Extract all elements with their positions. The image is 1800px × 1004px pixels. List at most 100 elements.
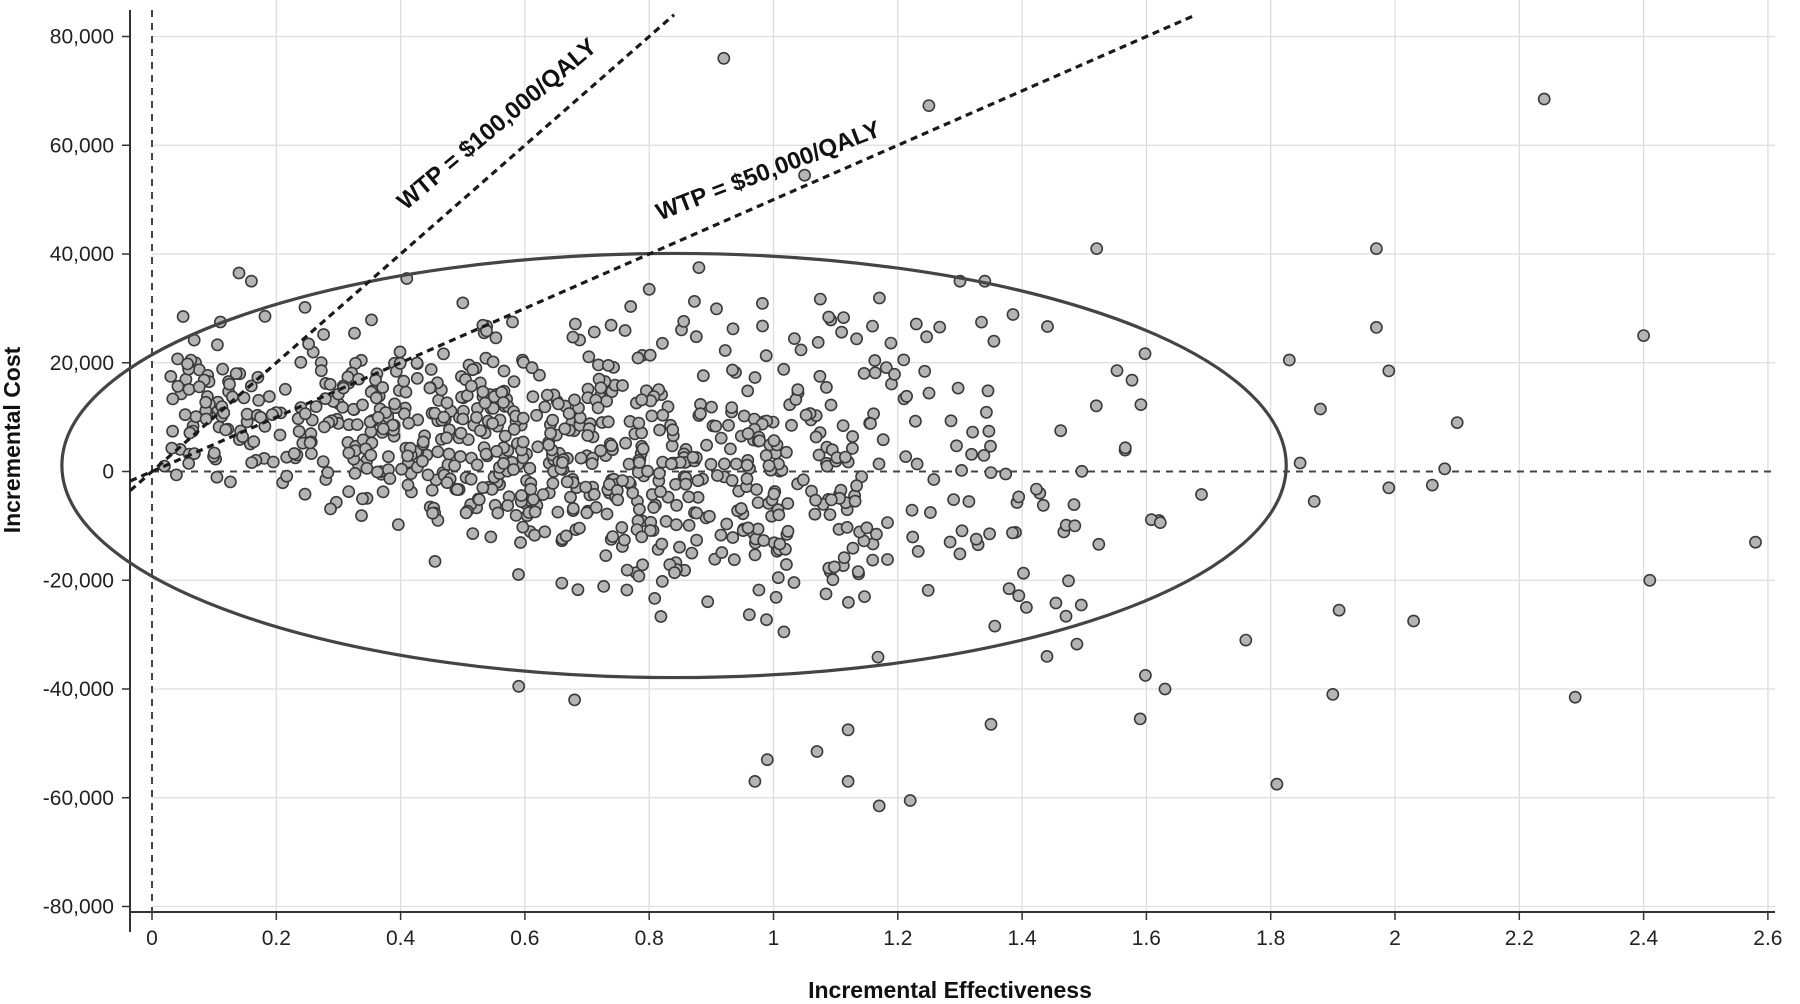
scatter-point	[470, 458, 484, 472]
scatter-point	[836, 419, 850, 432]
scatter-point	[348, 466, 362, 480]
scatter-point	[278, 382, 292, 396]
scatter-point	[748, 775, 762, 788]
scatter-point	[401, 449, 414, 463]
scatter-point	[484, 530, 498, 544]
scatter-point	[606, 530, 620, 543]
x-tick-label: 2.2	[1505, 927, 1534, 950]
scatter-point	[416, 435, 430, 449]
scatter-point	[947, 493, 960, 506]
scatter-point	[423, 381, 437, 395]
scatter-point	[950, 439, 963, 453]
scatter-point	[772, 508, 786, 522]
scatter-point	[626, 486, 640, 500]
scatter-point	[437, 347, 450, 361]
scatter-point	[497, 456, 510, 470]
scatter-point	[809, 430, 823, 444]
scatter-point	[442, 447, 456, 461]
scatter-point	[1749, 535, 1762, 549]
scatter-point	[881, 553, 894, 566]
y-tick-label: 60,000	[50, 134, 114, 157]
scatter-point	[410, 371, 424, 385]
scatter-point	[1036, 498, 1050, 512]
scatter-point	[454, 426, 468, 440]
scatter-point	[428, 555, 442, 568]
scatter-point	[769, 590, 783, 604]
scatter-point	[909, 414, 922, 428]
scatter-point	[364, 448, 378, 462]
scatter-point	[664, 457, 678, 471]
scatter-point	[799, 408, 813, 422]
scatter-point	[579, 480, 593, 494]
scatter-point	[977, 448, 991, 462]
scatter-point	[980, 405, 993, 419]
scatter-point	[918, 364, 932, 378]
scatter-point	[618, 533, 631, 547]
scatter-point	[178, 408, 192, 422]
scatter-point	[999, 467, 1013, 481]
scatter-point	[1006, 308, 1020, 321]
y-tick-label: -40,000	[43, 678, 114, 701]
scatter-point	[223, 475, 237, 489]
scatter-point	[355, 509, 368, 522]
scatter-point	[679, 477, 693, 491]
scatter-point	[514, 536, 527, 549]
scatter-point	[813, 292, 827, 306]
scatter-point	[1040, 650, 1054, 663]
scatter-point	[677, 314, 691, 328]
scatter-point	[498, 429, 512, 443]
scatter-point	[551, 397, 565, 411]
scatter-point	[897, 353, 911, 367]
scatter-point	[1370, 320, 1383, 334]
scatter-point	[287, 447, 301, 460]
scatter-point	[431, 445, 445, 459]
scatter-point	[314, 364, 328, 378]
scatter-point	[703, 509, 716, 523]
scatter-point	[316, 455, 330, 468]
scatter-point	[507, 463, 520, 476]
scatter-point	[166, 424, 179, 438]
scatter-point	[839, 450, 852, 464]
scatter-point	[759, 349, 773, 363]
scatter-point	[216, 362, 229, 376]
scatter-point	[1049, 596, 1063, 610]
scatter-point	[266, 455, 280, 469]
scatter-point	[538, 400, 552, 414]
scatter-point	[655, 537, 669, 551]
scatter-point	[653, 423, 666, 437]
scatter-point	[1153, 516, 1167, 529]
scatter-point	[922, 99, 936, 112]
scatter-point	[501, 499, 515, 512]
scatter-point	[686, 450, 700, 464]
x-tick-label: 0	[146, 927, 158, 950]
scatter-point	[1568, 690, 1582, 704]
scatter-point	[694, 407, 707, 421]
scatter-point	[254, 410, 267, 424]
scatter-point	[682, 490, 696, 504]
scatter-point	[1382, 481, 1396, 495]
scatter-point	[690, 533, 703, 547]
scatter-point	[726, 363, 739, 377]
scatter-point	[546, 413, 559, 427]
scatter-point	[247, 435, 261, 449]
scatter-point	[600, 507, 614, 521]
scatter-point	[641, 464, 654, 478]
scatter-point	[726, 322, 740, 336]
scatter-point	[323, 377, 337, 391]
scatter-point	[922, 386, 936, 400]
scatter-point	[1138, 347, 1152, 361]
scatter-point	[781, 497, 795, 510]
scatter-point	[725, 401, 739, 414]
x-tick-label: 1.8	[1256, 927, 1285, 950]
scatter-point	[507, 375, 521, 388]
scatter-point	[910, 457, 924, 471]
scatter-point	[470, 410, 483, 424]
scatter-point	[785, 418, 798, 432]
scatter-point	[837, 551, 851, 565]
scatter-point	[872, 799, 886, 813]
scatter-point	[982, 424, 996, 438]
x-tick-label: 1	[768, 927, 780, 950]
x-tick-label: 0.6	[510, 927, 539, 950]
scatter-point	[1293, 456, 1307, 470]
scatter-point	[456, 412, 470, 426]
